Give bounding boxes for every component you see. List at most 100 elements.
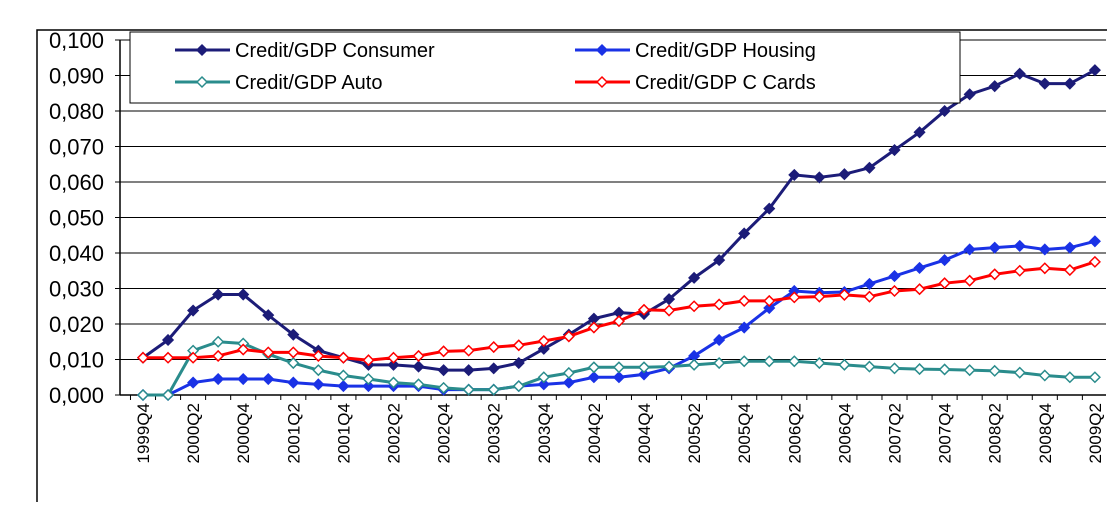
point-marker [1038, 243, 1051, 256]
x-tick-label: 2006Q4 [835, 403, 854, 464]
point-marker [1013, 239, 1026, 252]
point-marker [1088, 64, 1101, 77]
legend-label: Credit/GDP Housing [635, 40, 816, 62]
point-marker [312, 378, 325, 391]
point-marker [487, 341, 500, 354]
point-marker [387, 376, 400, 389]
point-marker [838, 358, 851, 371]
point-marker [988, 241, 1001, 254]
x-tick-label: 2005Q4 [735, 403, 754, 464]
point-marker [287, 328, 300, 341]
point-marker [387, 358, 400, 371]
point-marker [312, 364, 325, 377]
point-marker [637, 361, 651, 374]
point-marker [362, 380, 375, 393]
point-marker [287, 346, 300, 359]
y-tick-label: 0,010 [49, 348, 104, 373]
y-tick-label: 0,030 [49, 277, 104, 302]
point-marker [738, 321, 751, 334]
point-marker [487, 383, 500, 396]
point-marker [262, 309, 275, 322]
x-tick-label: 2001Q2 [284, 403, 303, 464]
point-marker [788, 168, 801, 181]
point-marker [938, 277, 951, 290]
point-marker [637, 368, 651, 381]
x-tick-label: 2002Q2 [385, 403, 404, 464]
point-marker [587, 321, 600, 334]
point-marker [212, 335, 225, 348]
point-marker [1013, 67, 1026, 80]
x-tick-label: 2007Q4 [936, 403, 955, 464]
point-marker [688, 358, 701, 371]
point-marker [1038, 369, 1051, 382]
point-marker [337, 351, 350, 364]
point-marker [212, 349, 225, 363]
point-marker [938, 254, 951, 267]
x-tick-label: 2008Q2 [986, 403, 1005, 464]
point-marker [1088, 371, 1101, 384]
point-marker [487, 362, 500, 375]
point-marker [337, 380, 350, 393]
point-marker [412, 378, 425, 391]
point-marker [888, 270, 901, 283]
point-marker [913, 261, 926, 274]
point-marker [988, 80, 1001, 93]
x-tick-label: 2003Q2 [485, 403, 504, 464]
point-marker [713, 356, 726, 370]
point-marker [763, 294, 776, 307]
chart-frame [36, 29, 1107, 507]
point-marker [763, 202, 776, 215]
point-marker [1063, 77, 1076, 90]
point-marker [662, 360, 676, 373]
point-marker [863, 360, 876, 373]
point-marker [437, 381, 450, 394]
point-marker [161, 351, 175, 364]
point-marker [537, 342, 550, 355]
y-tick-label: 0,000 [49, 383, 104, 408]
point-marker [1013, 264, 1026, 277]
point-marker [713, 333, 726, 347]
point-marker [963, 243, 976, 256]
x-tick-label: 2008Q4 [1036, 403, 1055, 464]
point-marker [913, 363, 926, 376]
point-marker [437, 345, 450, 358]
point-marker [738, 355, 751, 368]
legend-marker [195, 75, 209, 89]
point-marker [938, 363, 951, 376]
point-marker [362, 354, 375, 367]
point-marker [813, 290, 826, 303]
point-marker [888, 143, 901, 157]
point-marker [713, 298, 726, 311]
point-marker [738, 227, 751, 240]
y-tick-label: 0,040 [49, 241, 104, 266]
point-marker [1088, 235, 1101, 248]
point-marker [562, 366, 575, 380]
point-marker [412, 360, 425, 373]
point-marker [913, 126, 926, 139]
point-marker [187, 304, 200, 317]
y-tick-label: 0,100 [49, 28, 104, 53]
point-marker [788, 291, 801, 304]
x-tick-label: 2000Q2 [184, 403, 203, 464]
y-tick-label: 0,090 [49, 64, 104, 89]
point-marker [863, 277, 876, 290]
point-marker [412, 349, 425, 363]
point-marker [462, 344, 475, 357]
point-marker [161, 333, 175, 347]
point-marker [863, 161, 876, 174]
y-tick-label: 0,020 [49, 312, 104, 337]
point-marker [738, 294, 751, 307]
point-marker [988, 268, 1001, 281]
point-marker [637, 303, 651, 316]
point-marker [713, 254, 726, 267]
point-marker [838, 168, 851, 181]
point-marker [136, 388, 150, 402]
point-marker [312, 349, 325, 363]
point-marker [512, 356, 525, 370]
x-tick-label: 2006Q2 [785, 403, 804, 464]
point-marker [763, 301, 776, 315]
point-marker [537, 378, 550, 391]
x-tick-label: 2000Q4 [234, 403, 253, 464]
point-marker [1063, 263, 1076, 277]
